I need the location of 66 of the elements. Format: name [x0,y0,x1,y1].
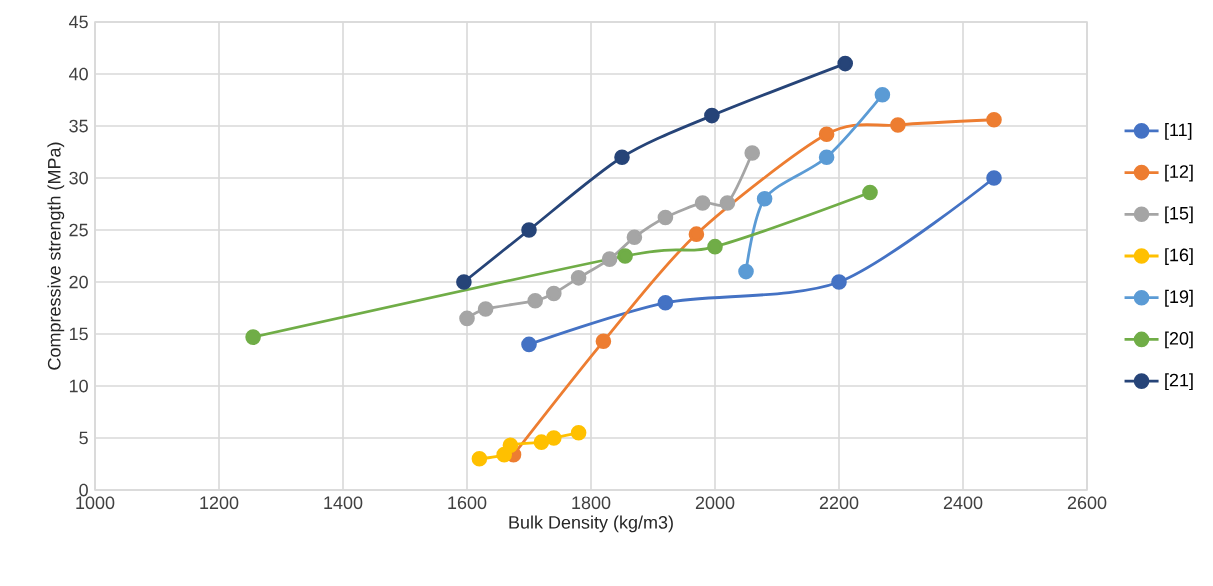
legend-label: [20] [1165,331,1193,349]
point [704,107,720,124]
point [546,285,562,302]
point [694,195,711,211]
point [719,195,736,211]
point [595,333,612,350]
point [570,270,587,286]
x-tick-label: 1600 [448,496,487,510]
y-tick-label: 30 [69,171,88,185]
point [688,226,705,242]
point [818,149,835,165]
point [456,274,472,290]
point [245,329,261,345]
x-tick-label: 2400 [943,496,983,510]
x-tick-label: 1800 [572,496,611,510]
point [890,117,906,133]
point [533,434,550,450]
point [738,263,754,280]
point [657,295,674,311]
legend-label: [21] [1165,373,1193,391]
point [601,251,618,267]
legend-label: [19] [1165,289,1193,307]
y-tick-label: 0 [79,483,88,497]
point [744,145,761,161]
point [986,111,1002,128]
x-tick-label: 2200 [819,496,859,510]
point [617,248,633,264]
y-axis-title: Compressive strength (MPa) [47,142,65,370]
x-tick-label: 1000 [76,496,115,510]
y-tick-label: 10 [69,379,88,393]
x-tick-label: 2600 [1067,496,1107,510]
legend-label: [12] [1165,164,1193,182]
legend-label: [11] [1165,123,1192,140]
y-tick-label: 45 [68,15,88,29]
x-axis-title: Bulk Density (kg/m3) [509,515,673,533]
point [818,126,835,143]
point [521,222,537,238]
y-tick-label: 5 [79,431,88,445]
point [502,437,519,454]
x-tick-label: 1400 [324,496,363,510]
y-tick-label: 15 [69,327,88,341]
point [477,301,494,317]
point [657,209,674,226]
legend-label: [16] [1165,248,1193,265]
legend-label: [15] [1165,206,1193,224]
point [874,87,891,103]
point [862,184,878,201]
point [986,170,1002,186]
x-tick-label: 1200 [200,496,239,510]
point [831,274,847,290]
point [570,425,587,441]
point [614,149,630,165]
y-tick-label: 25 [69,223,88,237]
point [459,310,475,327]
y-tick-label: 40 [68,67,88,81]
y-tick-label: 20 [69,275,88,289]
point [546,430,562,446]
point [756,191,773,207]
point [707,238,723,255]
point [471,451,488,467]
x-tick-label: 2000 [695,496,735,510]
point [521,336,537,353]
point [837,55,854,72]
y-tick-label: 35 [69,119,88,133]
point [626,229,643,246]
point [527,292,543,309]
